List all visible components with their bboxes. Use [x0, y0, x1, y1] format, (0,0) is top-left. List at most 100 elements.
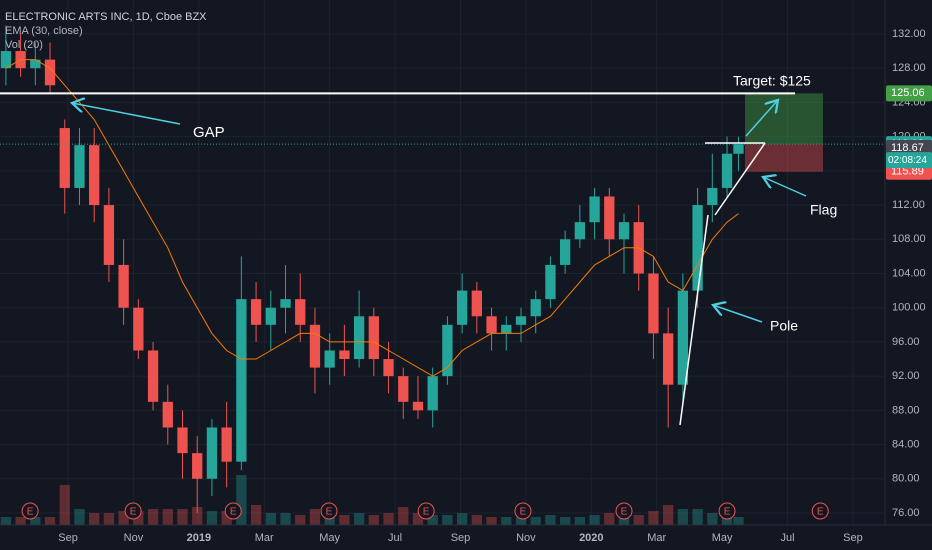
volume-bar [206, 511, 218, 525]
candle-body [559, 239, 571, 265]
annotation: Flag [810, 202, 837, 218]
x-tick-label: May [712, 532, 733, 544]
volume-bar [530, 517, 541, 525]
countdown-label: 02:08:24 [888, 155, 927, 166]
candle-body [515, 316, 527, 325]
candle-body [412, 401, 424, 411]
y-tick-label: 88.00 [892, 404, 920, 416]
volume-bar [265, 513, 276, 525]
candle-body [250, 299, 262, 325]
volume-bar [663, 505, 674, 525]
y-tick-label: 108.00 [892, 233, 926, 245]
volume-bar [177, 509, 188, 525]
volume-bar [133, 511, 144, 525]
candle-body [177, 427, 188, 454]
volume-bar [368, 515, 379, 525]
volume-bar [471, 515, 482, 525]
earnings-marker [811, 502, 829, 520]
earnings-marker [718, 502, 736, 520]
candle-body [147, 350, 159, 402]
volume-bar [353, 513, 365, 525]
earnings-marker [124, 502, 142, 520]
candle-body [192, 453, 203, 479]
candle-body [486, 316, 497, 334]
x-tick-label: Mar [647, 532, 666, 544]
earnings-marker [417, 502, 435, 520]
y-tick-label: 100.00 [892, 302, 926, 314]
candle-body [707, 187, 718, 206]
volume-bar [515, 517, 527, 525]
candle-body [206, 427, 218, 479]
volume-bar [574, 517, 586, 525]
earnings-marker [224, 502, 242, 520]
volume-bar [383, 513, 394, 525]
volume-bar [15, 517, 26, 525]
earnings-label: E [423, 507, 430, 518]
y-tick-label: 104.00 [892, 267, 926, 279]
volume-bar [295, 515, 306, 525]
x-tick-label: 2020 [579, 532, 603, 544]
earnings-label: E [621, 507, 628, 518]
chart-title: ELECTRONIC ARTS INC, 1D, Cboe BZX [5, 11, 207, 23]
price-badge-label: 125.06 [891, 87, 925, 99]
x-tick-label: Sep [451, 532, 471, 544]
candle-body [353, 316, 365, 360]
candle-body [692, 205, 703, 291]
candle-body [133, 307, 144, 351]
volume-bar [456, 513, 468, 525]
volume-bar [162, 509, 173, 525]
candle-body [59, 128, 70, 188]
candle-body [74, 145, 85, 188]
volume-bar [545, 515, 556, 525]
x-tick-label: Nov [124, 532, 144, 544]
candle-body [456, 290, 468, 325]
candle-body [733, 144, 744, 154]
y-tick-label: 84.00 [892, 438, 920, 450]
x-tick-label: Nov [516, 532, 536, 544]
candle-body [589, 196, 600, 223]
volume-bar [501, 517, 512, 525]
volume-bar [648, 511, 659, 525]
earnings-marker [514, 502, 532, 520]
flag-line [714, 142, 766, 216]
x-tick-label: Mar [255, 532, 274, 544]
volume-bar [103, 513, 115, 525]
price-badge-label: 118.67 [891, 142, 924, 154]
candle-body [501, 324, 512, 334]
candle-body [618, 222, 630, 240]
volume-bar [633, 515, 644, 525]
annotation: GAP [193, 124, 225, 141]
candle-body [236, 299, 247, 462]
volume-bar [692, 509, 703, 525]
volume-bar [74, 509, 85, 525]
price-badge-label: 115.89 [891, 166, 924, 178]
earnings-marker [21, 502, 39, 520]
candle-body [89, 145, 100, 206]
candle-body [324, 350, 335, 368]
price-badge [886, 85, 932, 102]
volume-bar [486, 517, 497, 525]
stop-zone [745, 144, 823, 172]
arrow [763, 177, 807, 197]
candle-body [309, 324, 321, 368]
candle-body [0, 51, 12, 69]
y-tick-label: 96.00 [892, 336, 920, 348]
candle-body [162, 401, 173, 428]
volume-bar [280, 513, 291, 525]
x-tick-label: Sep [843, 532, 863, 544]
volume-bar [89, 513, 100, 525]
earnings-marker [615, 502, 633, 520]
earnings-label: E [326, 507, 333, 518]
candle-body [663, 333, 674, 385]
candle-body [103, 205, 115, 265]
volume-bar [250, 505, 262, 525]
volume-bar [59, 485, 70, 525]
volume-bar [733, 517, 744, 525]
x-tick-label: 2019 [187, 532, 211, 544]
volume-bar [221, 511, 232, 525]
candle-body [265, 307, 276, 325]
candle-body [280, 299, 291, 308]
candle-body [442, 324, 453, 377]
volume-bar [324, 515, 335, 525]
volume-bar [677, 509, 689, 525]
